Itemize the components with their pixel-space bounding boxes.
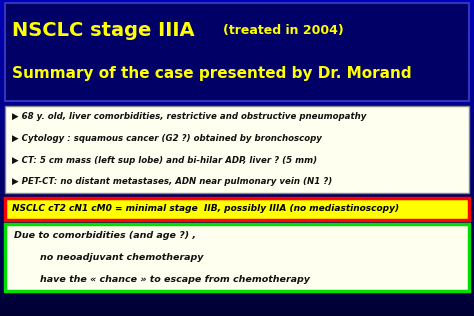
Text: Summary of the case presented by Dr. Morand: Summary of the case presented by Dr. Mor…	[12, 66, 411, 81]
Text: have the « chance » to escape from chemotherapy: have the « chance » to escape from chemo…	[14, 275, 310, 284]
Text: ▶ PET-CT: no distant metastases, ADN near pulmonary vein (N1 ?): ▶ PET-CT: no distant metastases, ADN nea…	[12, 177, 332, 186]
FancyBboxPatch shape	[5, 106, 469, 193]
Text: ▶ CT: 5 cm mass (left sup lobe) and bi-hilar ADP, liver ? (5 mm): ▶ CT: 5 cm mass (left sup lobe) and bi-h…	[12, 156, 317, 165]
FancyBboxPatch shape	[5, 3, 469, 101]
Text: Due to comorbidities (and age ?) ,: Due to comorbidities (and age ?) ,	[14, 231, 196, 240]
Text: NSCLC cT2 cN1 cM0 = minimal stage  IIB, possibly IIIA (no mediastinoscopy): NSCLC cT2 cN1 cM0 = minimal stage IIB, p…	[12, 204, 399, 213]
Text: (treated in 2004): (treated in 2004)	[223, 24, 344, 37]
FancyBboxPatch shape	[5, 224, 469, 291]
Text: NSCLC stage IIIA: NSCLC stage IIIA	[12, 21, 194, 40]
Text: no neoadjuvant chemotherapy: no neoadjuvant chemotherapy	[14, 253, 204, 262]
Text: ▶ 68 y. old, liver comorbidities, restrictive and obstructive pneumopathy: ▶ 68 y. old, liver comorbidities, restri…	[12, 112, 366, 121]
FancyBboxPatch shape	[5, 198, 469, 220]
Text: ▶ Cytology : squamous cancer (G2 ?) obtained by bronchoscopy: ▶ Cytology : squamous cancer (G2 ?) obta…	[12, 134, 322, 143]
